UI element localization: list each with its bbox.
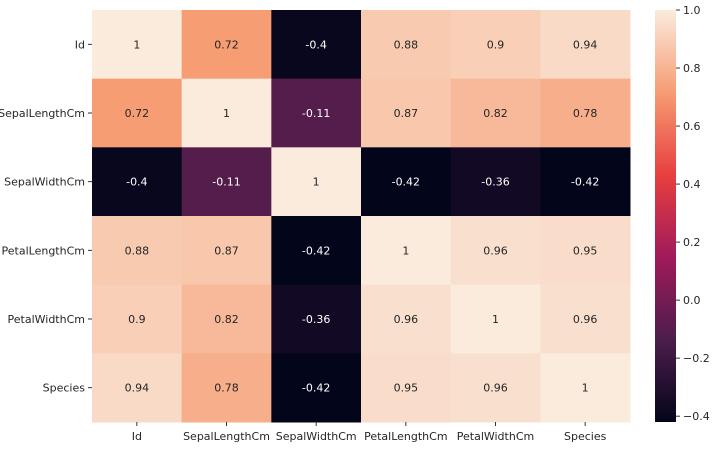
column-labels: Id SepalLengthCm SepalWidthCm PetalLengthCm… bbox=[132, 422, 607, 443]
heatmap-cell bbox=[361, 147, 452, 217]
cell-annotation: 0.82 bbox=[214, 313, 239, 326]
cell-annotation: 0.96 bbox=[483, 382, 508, 395]
heatmap-cell bbox=[181, 78, 272, 148]
cell-annotation: 0.88 bbox=[394, 38, 419, 51]
heatmap-cell bbox=[92, 78, 183, 148]
heatmap-cell bbox=[181, 353, 272, 423]
cell-annotation: 1 bbox=[313, 176, 320, 189]
cell-annotation: -0.42 bbox=[571, 176, 599, 189]
cell-annotation: 1 bbox=[492, 313, 499, 326]
heatmap-cell bbox=[540, 284, 631, 354]
column-label: Species bbox=[564, 430, 607, 443]
heatmap-cell bbox=[92, 284, 183, 354]
cell-annotation: 0.78 bbox=[214, 382, 239, 395]
colorbar-tick-label: 0.4 bbox=[683, 178, 701, 191]
colorbar-tick-label: 1.0 bbox=[683, 4, 701, 17]
heatmap-cell bbox=[540, 147, 631, 217]
heatmap-cell bbox=[181, 216, 272, 286]
cell-annotation: 0.87 bbox=[394, 107, 419, 120]
cell-annotation: 0.94 bbox=[125, 382, 150, 395]
cell-annotation: 0.72 bbox=[214, 38, 239, 51]
heatmap-cell bbox=[181, 284, 272, 354]
heatmap-cell bbox=[181, 10, 272, 80]
cell-annotation: 0.96 bbox=[483, 244, 508, 257]
colorbar-tick-label: −0.2 bbox=[683, 352, 710, 365]
heatmap-cell bbox=[271, 216, 362, 286]
column-label: PetalLengthCm bbox=[364, 430, 447, 443]
heatmap-cell bbox=[361, 10, 452, 80]
cell-annotation: 0.95 bbox=[394, 382, 419, 395]
cell-annotation: -0.4 bbox=[126, 176, 147, 189]
heatmap-cell bbox=[450, 78, 541, 148]
heatmap-cell bbox=[92, 353, 183, 423]
colorbar-tick-label: −0.4 bbox=[683, 410, 710, 423]
cell-annotation: -0.11 bbox=[302, 107, 330, 120]
colorbar: 1.0 0.8 0.6 0.4 0.2 0.0 −0.2 −0.4 bbox=[655, 4, 710, 423]
heatmap-cell bbox=[181, 147, 272, 217]
colorbar-tick-label: 0.2 bbox=[683, 236, 701, 249]
heatmap-cells: 1 0.72 -0.4 0.88 0.9 0.94 0.72 1 -0.11 0.87 0.82 0.… bbox=[92, 10, 631, 423]
heatmap-cell bbox=[271, 10, 362, 80]
cell-annotation: 0.94 bbox=[573, 38, 598, 51]
cell-annotation: -0.36 bbox=[481, 176, 509, 189]
heatmap-cell bbox=[450, 284, 541, 354]
heatmap-cell bbox=[540, 10, 631, 80]
heatmap-cell bbox=[450, 147, 541, 217]
heatmap-cell bbox=[540, 78, 631, 148]
heatmap-cell bbox=[361, 78, 452, 148]
row-label: SepalWidthCm bbox=[4, 176, 85, 189]
column-label: PetalWidthCm bbox=[457, 430, 534, 443]
colorbar-tick-label: 0.6 bbox=[683, 120, 701, 133]
heatmap-cell bbox=[271, 284, 362, 354]
cell-annotation: 1 bbox=[133, 38, 140, 51]
cell-annotation: -0.42 bbox=[392, 176, 420, 189]
cell-annotation: 1 bbox=[223, 107, 230, 120]
column-label: Id bbox=[132, 430, 142, 443]
heatmap-cell bbox=[361, 216, 452, 286]
row-label: SepalLengthCm bbox=[0, 107, 85, 120]
heatmap-cell bbox=[450, 216, 541, 286]
heatmap-cell bbox=[540, 353, 631, 423]
cell-annotation: 0.96 bbox=[573, 313, 598, 326]
heatmap-cell bbox=[92, 147, 183, 217]
cell-annotation: 0.96 bbox=[394, 313, 419, 326]
cell-annotation: 0.9 bbox=[487, 38, 505, 51]
cell-annotation: 0.72 bbox=[125, 107, 150, 120]
cell-annotation: 0.95 bbox=[573, 244, 598, 257]
cell-annotation: -0.4 bbox=[305, 38, 326, 51]
column-label: SepalWidthCm bbox=[276, 430, 357, 443]
colorbar-tick-label: 0.8 bbox=[683, 62, 701, 75]
row-label: PetalWidthCm bbox=[8, 313, 85, 326]
heatmap-cell bbox=[271, 353, 362, 423]
cell-annotation: -0.36 bbox=[302, 313, 330, 326]
heatmap-cell bbox=[271, 147, 362, 217]
cell-annotation: -0.42 bbox=[302, 244, 330, 257]
cell-annotation: 0.82 bbox=[483, 107, 508, 120]
column-label: SepalLengthCm bbox=[183, 430, 270, 443]
row-labels: Id SepalLengthCm SepalWidthCm PetalLengthCm… bbox=[0, 38, 92, 395]
heatmap-cell bbox=[450, 10, 541, 80]
cell-annotation: -0.42 bbox=[302, 382, 330, 395]
row-label: Species bbox=[43, 382, 86, 395]
colorbar-gradient bbox=[655, 10, 676, 422]
heatmap-cell bbox=[92, 10, 183, 80]
heatmap-cell bbox=[92, 216, 183, 286]
heatmap-cell bbox=[361, 284, 452, 354]
heatmap-cell bbox=[450, 353, 541, 423]
colorbar-tick-label: 0.0 bbox=[683, 294, 701, 307]
cell-annotation: 0.88 bbox=[125, 244, 150, 257]
cell-annotation: -0.11 bbox=[212, 176, 240, 189]
cell-annotation: 0.9 bbox=[128, 313, 146, 326]
row-label: PetalLengthCm bbox=[2, 244, 85, 257]
cell-annotation: 1 bbox=[402, 244, 409, 257]
heatmap-cell bbox=[540, 216, 631, 286]
cell-annotation: 1 bbox=[582, 382, 589, 395]
cell-annotation: 0.78 bbox=[573, 107, 598, 120]
heatmap-cell bbox=[271, 78, 362, 148]
heatmap-cell bbox=[361, 353, 452, 423]
row-label: Id bbox=[75, 38, 85, 51]
cell-annotation: 0.87 bbox=[214, 244, 239, 257]
